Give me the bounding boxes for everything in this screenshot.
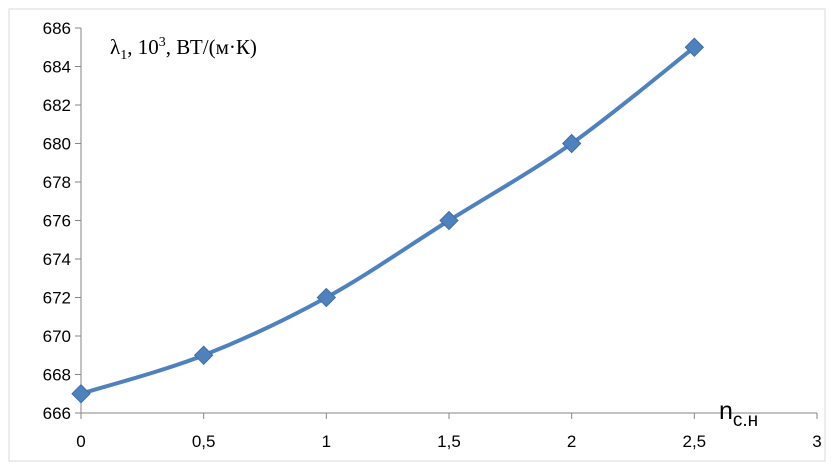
plot-frame: [9, 9, 825, 461]
y-tick-label: 668: [43, 366, 71, 385]
y-tick-label: 684: [43, 58, 71, 77]
y-tick-label: 672: [43, 289, 71, 308]
x-tick-label: 1: [322, 432, 331, 451]
y-axis-label-subscript: 1: [120, 48, 127, 63]
y-axis-label-exponent: 3: [159, 35, 166, 50]
x-tick-label: 0,5: [192, 432, 216, 451]
y-tick-label: 682: [43, 96, 71, 115]
x-axis-label-main: n: [719, 397, 733, 425]
x-tick-label: 3: [812, 432, 821, 451]
x-tick-label: 2: [567, 432, 576, 451]
x-tick-label: 2,5: [683, 432, 707, 451]
y-tick-label: 676: [43, 212, 71, 231]
y-tick-label: 670: [43, 327, 71, 346]
y-axis-label-units: , ВТ/(м·К): [166, 35, 257, 59]
y-tick-label: 680: [43, 135, 71, 154]
y-tick-label: 678: [43, 173, 71, 192]
y-tick-label: 686: [43, 19, 71, 38]
x-axis-label-subscript: с.н: [733, 410, 758, 431]
y-axis-label-ten: , 10: [127, 35, 159, 59]
x-tick-label: 1,5: [437, 432, 461, 451]
y-tick-label: 666: [43, 404, 71, 423]
y-tick-label: 674: [43, 250, 71, 269]
y-axis-label: λ1, 103, ВТ/(м·К): [110, 35, 257, 63]
x-tick-label: 0: [76, 432, 85, 451]
